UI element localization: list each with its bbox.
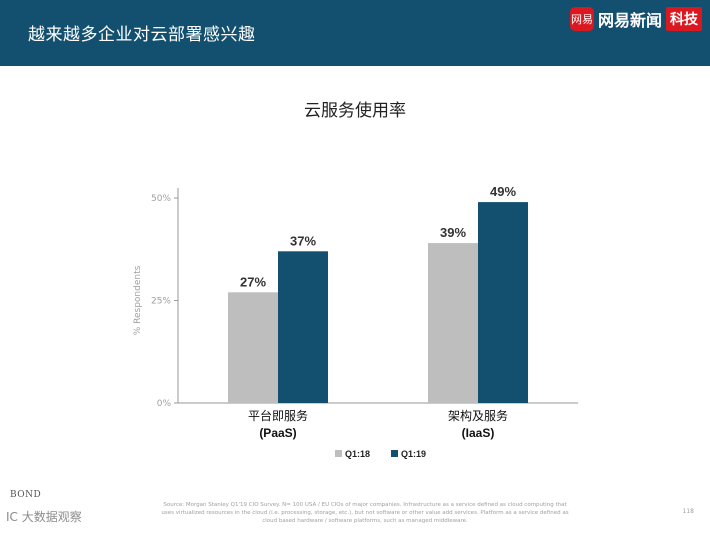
logo-badge: 科技 bbox=[666, 7, 702, 31]
category-label: 平台即服务 bbox=[248, 408, 308, 423]
y-axis-label: % Respondents bbox=[133, 265, 143, 335]
netease-logo-icon: 网易 bbox=[569, 7, 594, 31]
bar-Q118-0 bbox=[228, 292, 278, 403]
legend-swatch bbox=[335, 450, 342, 457]
category-label-sub: (IaaS) bbox=[462, 426, 495, 440]
data-label: 49% bbox=[490, 184, 516, 199]
data-label: 27% bbox=[240, 274, 266, 289]
legend-label: Q1:18 bbox=[345, 449, 370, 459]
bar-Q119-1 bbox=[478, 202, 528, 403]
logo-text: 网易新闻 bbox=[597, 11, 662, 30]
y-tick-label: 50% bbox=[151, 194, 171, 204]
page-title: 越来越多企业对云部署感兴趣 bbox=[28, 25, 256, 45]
bar-Q118-1 bbox=[428, 243, 478, 403]
y-tick-label: 0% bbox=[157, 399, 172, 409]
data-label: 39% bbox=[440, 225, 466, 240]
data-label: 37% bbox=[290, 233, 316, 248]
legend-swatch bbox=[391, 450, 398, 457]
category-label-sub: (PaaS) bbox=[259, 426, 296, 440]
bar-Q119-0 bbox=[278, 251, 328, 403]
source-note: Source: Morgan Stanley Q1'19 CIO Survey.… bbox=[161, 502, 569, 524]
legend-label: Q1:19 bbox=[401, 449, 426, 459]
chart-title: 云服务使用率 bbox=[304, 101, 406, 121]
category-label: 架构及服务 bbox=[448, 408, 508, 423]
y-tick-label: 25% bbox=[151, 297, 171, 307]
header-bar: 越来越多企业对云部署感兴趣 网易 网易新闻 科技 bbox=[0, 0, 710, 66]
netease-logo: 网易 网易新闻 科技 bbox=[569, 6, 702, 32]
page-number: 118 bbox=[682, 508, 694, 515]
bond-logo: BOND bbox=[10, 490, 42, 500]
watermark: IC 大数据观察 bbox=[6, 510, 82, 524]
